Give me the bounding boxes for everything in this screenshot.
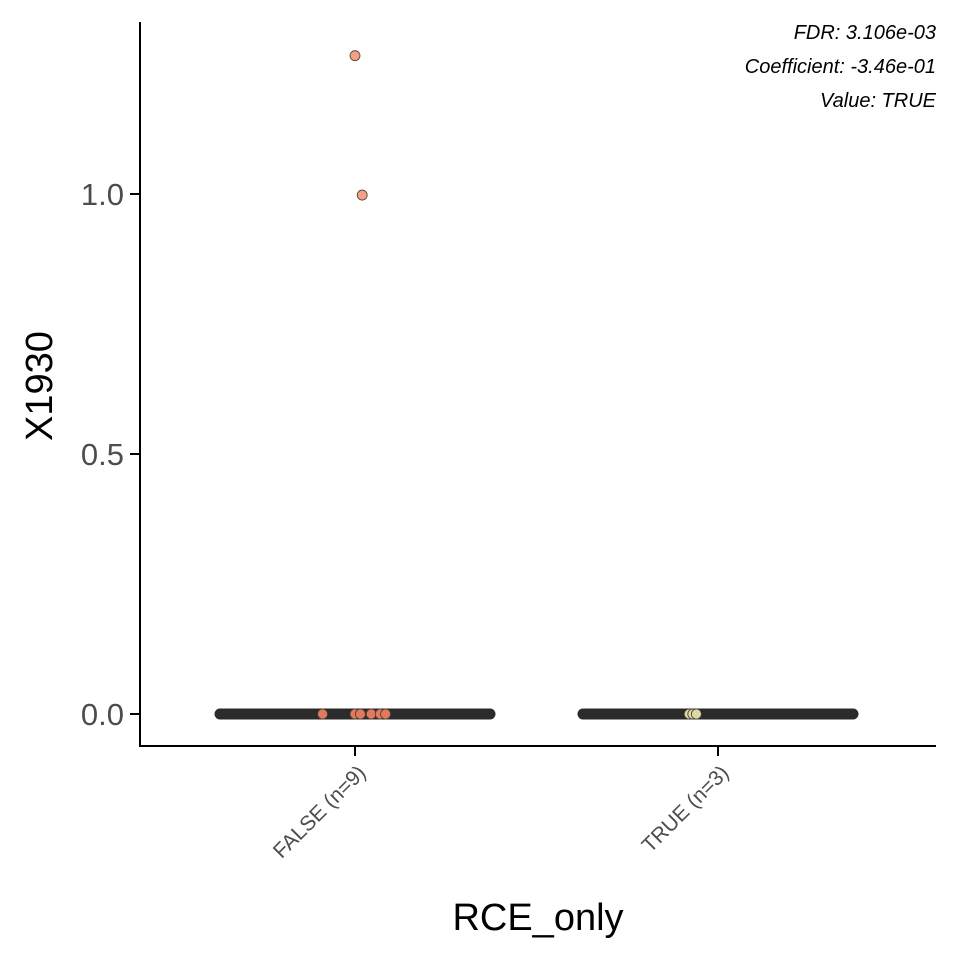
stat-annotation: Value: TRUE [820, 90, 937, 112]
y-tick-label: 1.0 [81, 177, 124, 212]
data-point [317, 708, 329, 720]
y-axis-title: X1930 [19, 331, 61, 441]
x-axis-title: RCE_only [452, 897, 623, 939]
stat-annotation: Coefficient: -3.46e-01 [745, 56, 936, 78]
data-point [349, 50, 361, 62]
data-point [354, 708, 366, 720]
data-point [365, 708, 377, 720]
data-point [356, 189, 368, 201]
x-tick-label: FALSE (n=9) [269, 761, 371, 863]
y-tick-label: 0.0 [81, 697, 124, 732]
y-tick-label: 0.5 [81, 437, 124, 472]
data-point [380, 708, 392, 720]
stat-annotation: FDR: 3.106e-03 [794, 22, 936, 44]
x-tick-label: TRUE (n=3) [638, 761, 734, 857]
data-point [691, 708, 702, 720]
